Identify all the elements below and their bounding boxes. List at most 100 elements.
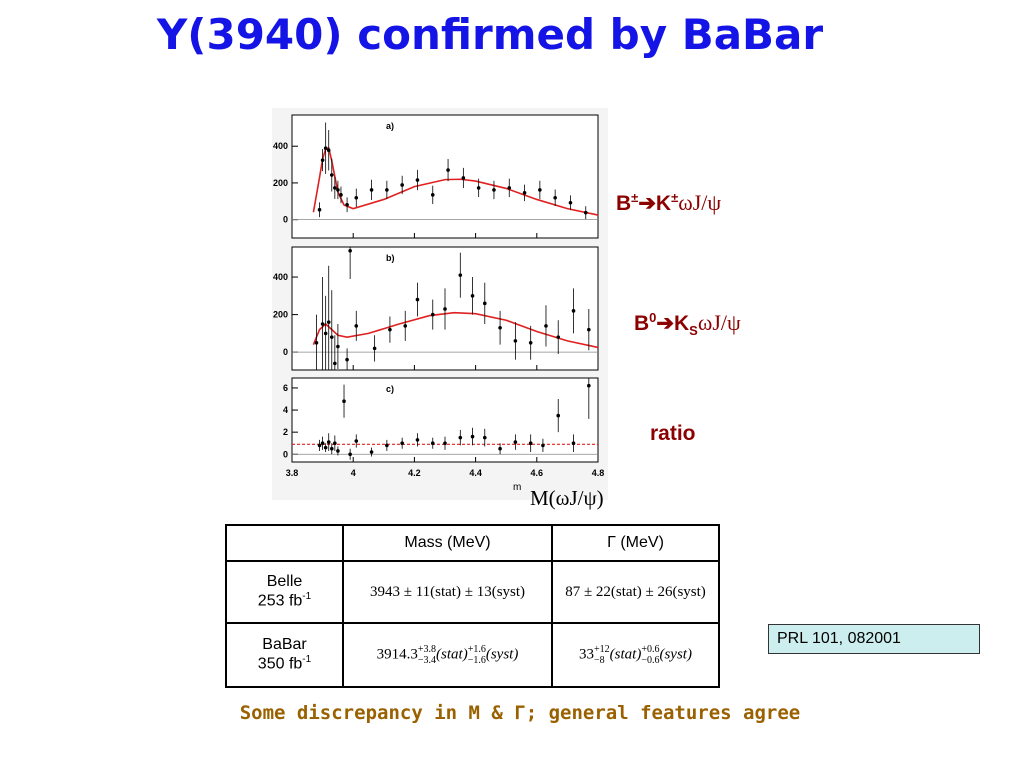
data-point <box>553 195 557 200</box>
data-point <box>385 443 389 448</box>
data-point <box>354 195 359 200</box>
data-point <box>498 325 502 330</box>
data-point <box>348 248 352 253</box>
data-point <box>430 193 435 197</box>
data-point <box>385 188 389 192</box>
data-point <box>587 327 591 332</box>
data-point <box>400 183 404 187</box>
data-point <box>320 441 325 446</box>
data-point <box>571 309 576 313</box>
data-point <box>458 435 463 440</box>
data-point <box>446 168 450 172</box>
data-point <box>492 188 496 192</box>
data-point <box>541 443 545 448</box>
data-point <box>326 440 331 444</box>
data-point <box>314 340 319 345</box>
data-point <box>339 193 343 197</box>
x-label: m <box>513 482 521 493</box>
header-cell: Mass (MeV) <box>342 524 553 562</box>
data-point <box>470 294 475 298</box>
decay-label: B0➔KSωJ/ψ <box>634 310 741 338</box>
x-tick-label: 4.4 <box>469 468 482 478</box>
data-point <box>388 327 392 332</box>
data-point <box>317 207 322 212</box>
label-part: S <box>689 323 698 339</box>
syst-up: +1.6 <box>467 644 486 655</box>
data-point <box>556 335 561 339</box>
data-point <box>470 434 475 439</box>
label-part: ωJ/ψ <box>697 310 741 335</box>
data-point <box>320 158 325 162</box>
data-point <box>415 438 420 442</box>
width-cell: 33+12 −8 (stat)+0.6 −0.6(syst) <box>551 622 720 688</box>
data-point <box>443 441 447 446</box>
data-point <box>538 188 542 192</box>
row-label: BaBar 350 fb-1 <box>225 622 344 688</box>
syst: (syst) <box>485 646 519 663</box>
data-point <box>544 324 548 328</box>
data-point <box>323 445 328 450</box>
data-point <box>329 446 334 451</box>
label-part: B <box>634 312 650 335</box>
data-point <box>342 399 346 404</box>
label-part: ratio <box>650 422 696 445</box>
luminosity: 253 fb <box>257 592 303 610</box>
y-tick-label: 4 <box>283 405 288 415</box>
y-tick-label: 200 <box>273 310 288 320</box>
results-table: Mass (MeV) Γ (MeV) Belle 253 fb-1 3943 ± … <box>225 524 720 688</box>
data-point <box>528 441 533 446</box>
panel-label: a) <box>386 121 394 131</box>
syst-up: +0.6 <box>641 644 660 655</box>
x-tick-label: 4.6 <box>531 468 544 478</box>
syst-down: −0.6 <box>641 655 660 666</box>
data-point <box>336 344 340 349</box>
data-point <box>320 322 325 326</box>
ratio-label: ratio <box>650 422 696 446</box>
data-point <box>513 440 518 444</box>
data-point <box>372 346 377 351</box>
syst: (syst) <box>659 646 692 663</box>
mass-cell: 3943 ± 11(stat) ± 13(syst) <box>342 560 553 624</box>
stat: (stat) <box>609 646 642 663</box>
data-point <box>461 176 466 180</box>
header-cell: Γ (MeV) <box>551 524 720 562</box>
stat-down: −3.4 <box>417 655 437 666</box>
data-point <box>326 320 331 324</box>
y-tick-label: 400 <box>273 272 288 282</box>
stat: (stat) <box>436 646 468 663</box>
data-point <box>587 383 591 388</box>
data-point <box>498 446 502 451</box>
data-point <box>333 441 337 446</box>
data-point <box>513 339 518 343</box>
data-point <box>317 443 322 448</box>
data-point <box>345 357 349 362</box>
data-point <box>333 186 337 190</box>
x-tick-label: 4.2 <box>408 468 421 478</box>
y-tick-label: 200 <box>273 178 288 188</box>
data-point <box>482 301 487 306</box>
data-point <box>369 450 374 454</box>
data-point <box>507 186 512 190</box>
data-point <box>430 312 435 317</box>
y-tick-label: 6 <box>283 383 288 393</box>
luminosity-exp: -1 <box>302 591 312 603</box>
label-part: ± <box>671 190 679 205</box>
corner-cell <box>225 524 344 562</box>
data-point <box>415 297 420 302</box>
experiment: BaBar <box>262 636 307 654</box>
x-tick-label: 4.8 <box>592 468 605 478</box>
data-point <box>326 148 331 153</box>
footer: Some discrepancy in M & Γ; general featu… <box>239 702 801 724</box>
stat-down: −8 <box>594 655 605 666</box>
data-point <box>528 340 533 345</box>
data-point <box>336 188 340 192</box>
y-tick-label: 400 <box>273 141 288 151</box>
y-tick-label: 2 <box>283 427 288 437</box>
label-part: 0 <box>649 310 657 325</box>
y-tick-label: 0 <box>283 449 288 459</box>
fit-curve <box>312 311 599 349</box>
data-point <box>443 307 447 311</box>
panel-frame <box>291 114 599 239</box>
data-point <box>403 324 408 328</box>
data-point <box>556 413 561 418</box>
